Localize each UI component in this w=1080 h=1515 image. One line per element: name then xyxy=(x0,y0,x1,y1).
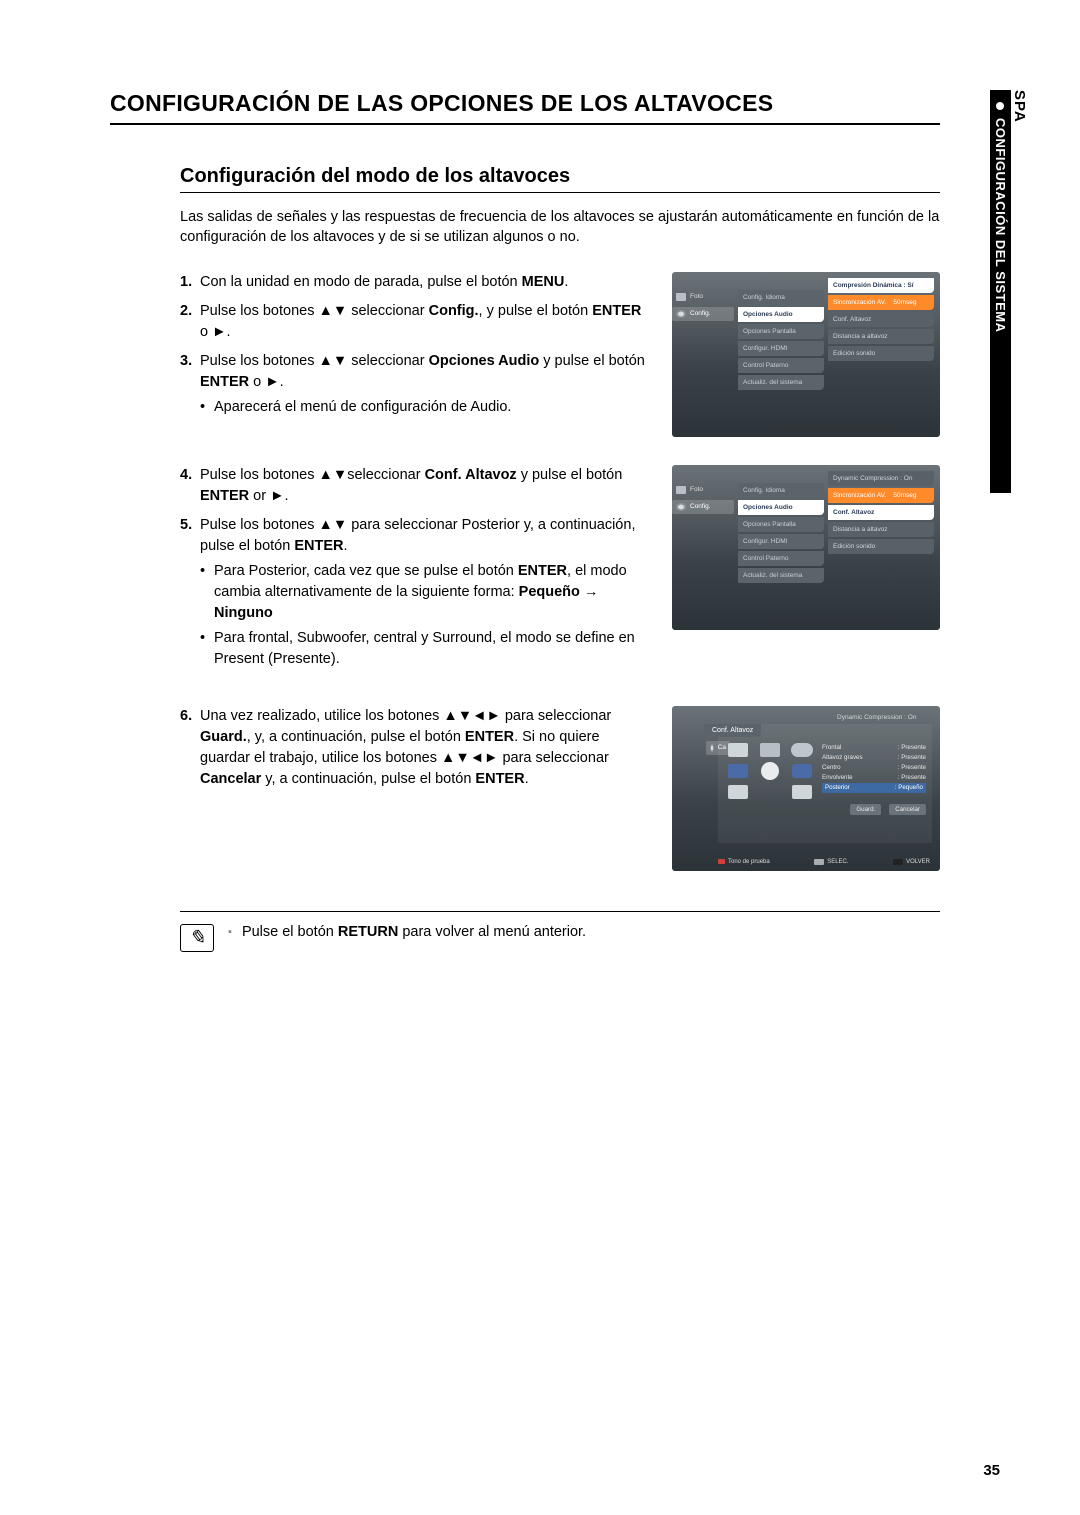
step-3: 3. Pulse los botones ▲▼ seleccionar Opci… xyxy=(180,351,648,418)
step-1: 1. Con la unidad en modo de parada, puls… xyxy=(180,272,648,293)
side-tab: SPA CONFIGURACIÓN DEL SISTEMA xyxy=(1002,90,1028,493)
section-label: CONFIGURACIÓN DEL SISTEMA xyxy=(990,90,1011,493)
intro-paragraph: Las salidas de señales y las respuestas … xyxy=(180,207,940,248)
steps-block-1: 1. Con la unidad en modo de parada, puls… xyxy=(180,272,648,437)
speaker-diagram xyxy=(724,743,816,799)
steps-block-2: 4. Pulse los botones ▲▼seleccionar Conf.… xyxy=(180,465,648,678)
osd-screenshot-2: Foto Config. Config. Idioma Opciones Aud… xyxy=(672,465,940,630)
osd-screenshot-3: Dynamic Compression : On Fo Ca Conf. Alt… xyxy=(672,706,940,871)
page-title: CONFIGURACIÓN DE LAS OPCIONES DE LOS ALT… xyxy=(110,90,940,125)
step-5: 5. Pulse los botones ▲▼ para seleccionar… xyxy=(180,515,648,670)
osd-screenshot-1: Foto Config. Config. Idioma Opciones Aud… xyxy=(672,272,940,437)
step-2: 2. Pulse los botones ▲▼ seleccionar Conf… xyxy=(180,301,648,343)
section-heading: Configuración del modo de los altavoces xyxy=(180,165,940,193)
note-icon: ✎ xyxy=(180,924,214,952)
note-block: ✎ ▪ Pulse el botón RETURN para volver al… xyxy=(180,924,940,952)
steps-block-3: 6. Una vez realizado, utilice los botone… xyxy=(180,706,648,871)
lang-code: SPA xyxy=(1011,90,1028,469)
step-4: 4. Pulse los botones ▲▼seleccionar Conf.… xyxy=(180,465,648,507)
step-6: 6. Una vez realizado, utilice los botone… xyxy=(180,706,648,790)
page-number: 35 xyxy=(983,1462,1000,1479)
